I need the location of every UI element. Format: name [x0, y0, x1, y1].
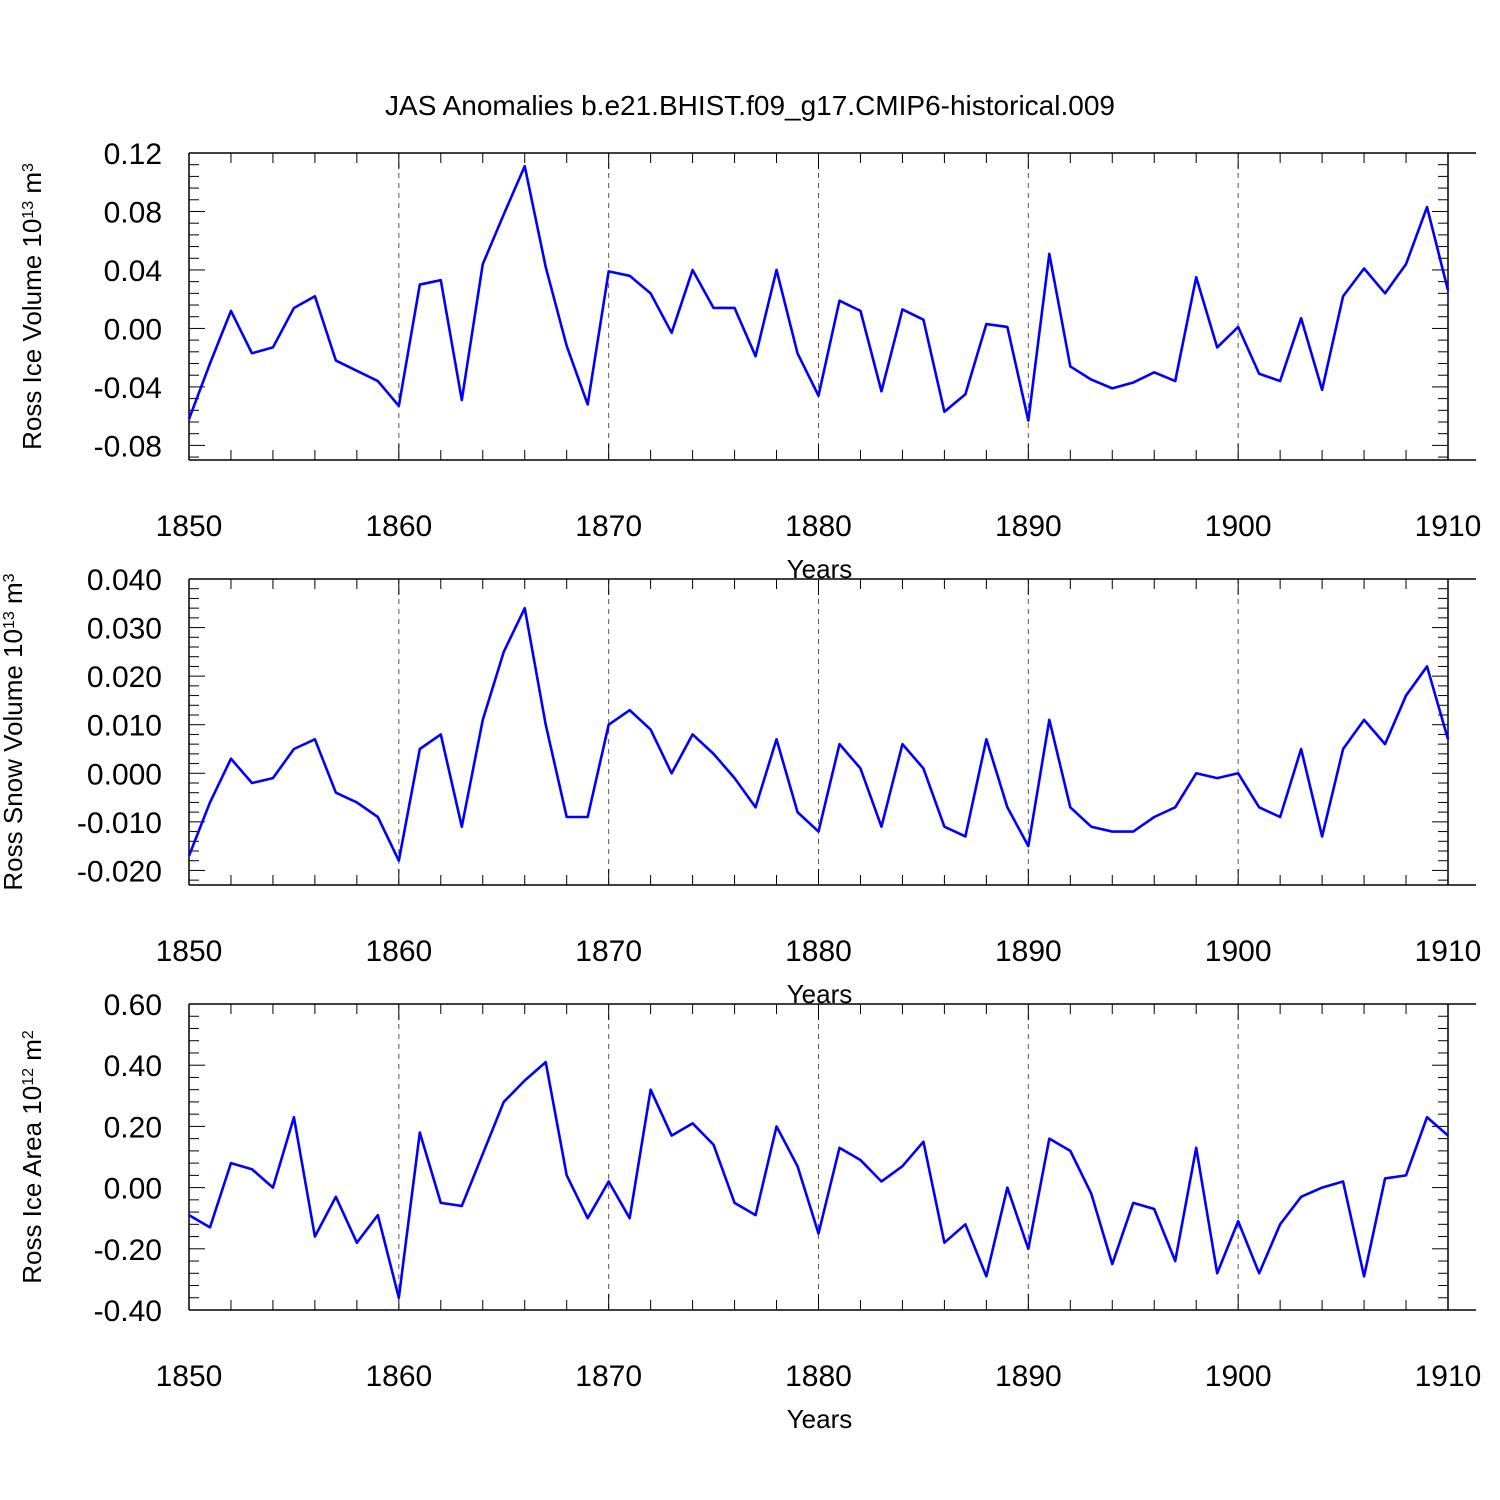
y-tick-label: 0.00 [104, 1173, 162, 1206]
y-tick-label: 0.030 [87, 613, 162, 646]
y-tick-label: -0.08 [94, 430, 162, 463]
x-tick-label: 1850 [156, 935, 223, 968]
x-tick-label: 1870 [575, 935, 642, 968]
x-tick-label: 1900 [1205, 935, 1272, 968]
y-tick-label: -0.04 [94, 372, 162, 405]
x-tick-label: 1860 [365, 1360, 432, 1393]
y-tick-label: -0.40 [94, 1295, 162, 1328]
x-tick-label: 1860 [365, 935, 432, 968]
y-axis-label-part: Ross Ice Area 10 [17, 1086, 47, 1284]
y-axis-label-part: m [17, 1039, 47, 1068]
y-tick-label: -0.20 [94, 1234, 162, 1267]
y-axis-label-superscript: 3 [20, 163, 37, 172]
x-tick-label: 1890 [995, 1360, 1062, 1393]
y-axis-label-superscript: 3 [1, 573, 18, 582]
panel-1: -0.08 -0.04 0.00 0.04 0.08 0.12 1850 1860 1870 18… [17, 138, 1481, 584]
y-axis-label: Ross Ice Area 1012 m2 [17, 1030, 47, 1284]
y-tick-label: 0.12 [104, 138, 162, 171]
x-tick-label: 1900 [1205, 510, 1272, 543]
x-tick-label: 1870 [575, 510, 642, 543]
y-axis-label-part: Ross Snow Volume 10 [0, 629, 28, 891]
y-tick-label: 0.60 [104, 989, 162, 1022]
panel-2: -0.020 -0.010 0.000 0.010 0.020 0.030 0.040 185… [0, 564, 1481, 1009]
panel-3: -0.40 -0.20 0.00 0.20 0.40 0.60 1850 1860 1870 18… [17, 989, 1481, 1434]
y-tick-label: 0.00 [104, 313, 162, 346]
y-tick-label: 0.40 [104, 1050, 162, 1083]
x-tick-label: 1910 [1415, 935, 1482, 968]
chart-title: JAS Anomalies b.e21.BHIST.f09_g17.CMIP6-… [385, 90, 1115, 121]
y-axis-label-superscript: 12 [20, 1068, 37, 1086]
y-axis-label: Ross Ice Volume 1013 m3 [17, 163, 47, 450]
x-tick-label: 1910 [1415, 510, 1482, 543]
series-line [188, 1060, 1449, 1300]
x-tick-label: 1890 [995, 510, 1062, 543]
y-axis-label-part: m [0, 582, 28, 611]
x-tick-label: 1910 [1415, 1360, 1482, 1393]
x-tick-label: 1900 [1205, 1360, 1272, 1393]
y-axis-label: Ross Snow Volume 1013 m3 [0, 573, 28, 890]
x-axis-label: Years [787, 1404, 853, 1434]
y-axis-label-superscript: 13 [1, 611, 18, 629]
y-tick-label: -0.010 [77, 807, 162, 840]
y-axis-label-part: Ross Ice Volume 10 [17, 219, 47, 450]
x-tick-label: 1880 [785, 1360, 852, 1393]
series-line [187, 606, 1450, 863]
y-tick-label: -0.020 [77, 855, 162, 888]
y-axis-label-superscript: 2 [20, 1030, 37, 1039]
y-tick-label: 0.040 [87, 564, 162, 597]
y-tick-label: 0.04 [104, 255, 162, 288]
x-tick-label: 1870 [575, 1360, 642, 1393]
x-tick-label: 1890 [995, 935, 1062, 968]
y-tick-label: 0.08 [104, 196, 162, 229]
y-tick-label: 0.020 [87, 661, 162, 694]
x-tick-label: 1880 [785, 510, 852, 543]
series-line [187, 164, 1450, 422]
x-tick-label: 1850 [156, 1360, 223, 1393]
y-axis-label-superscript: 13 [20, 201, 37, 219]
y-tick-label: 0.000 [87, 758, 162, 791]
y-axis-label-part: m [17, 172, 47, 201]
x-tick-label: 1880 [785, 935, 852, 968]
y-tick-label: 0.010 [87, 710, 162, 743]
x-tick-label: 1850 [156, 510, 223, 543]
x-tick-label: 1860 [365, 510, 432, 543]
y-tick-label: 0.20 [104, 1111, 162, 1144]
